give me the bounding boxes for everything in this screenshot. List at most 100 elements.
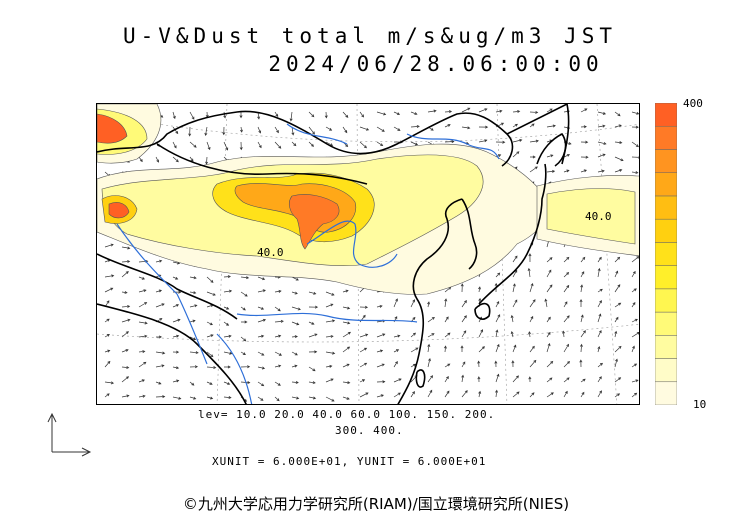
wind-arrow [240,365,251,369]
wind-arrow [274,364,282,368]
dust-level-200-nw [97,113,128,144]
wind-arrow [512,299,518,308]
wind-arrow [104,393,110,398]
wind-arrow [121,271,129,278]
wind-arrow [138,334,148,338]
wind-arrow [206,334,214,338]
wind-arrow [478,108,488,113]
wind-arrow [444,316,449,323]
wind-arrow [631,111,639,115]
wind-arrow [223,141,229,151]
japan-honshu [478,163,547,305]
wind-arrow [257,141,262,149]
wind-arrow [325,319,336,323]
wind-arrow [239,126,243,133]
wind-arrow [376,141,384,146]
wind-arrow [104,287,114,293]
wind-arrow [172,318,181,323]
wind-arrow [614,141,623,145]
wind-arrow [478,329,484,338]
colorbar-swatch [654,218,678,243]
wind-arrow [563,377,570,383]
wind-arrow [342,346,351,353]
wind-arrow [274,306,281,312]
wind-arrow [427,389,433,398]
wind-arrow [257,396,264,401]
wind-arrow [546,269,552,278]
wind-arrow [359,362,368,368]
colorbar-swatch [654,358,678,383]
wind-arrow [239,141,243,151]
wind-arrow [529,315,534,323]
japan-kyushu [474,302,491,320]
wind-arrow [427,375,434,383]
wind-arrow [121,304,131,308]
wind-arrow [274,126,279,134]
wind-arrow [223,351,233,355]
wind-arrow [546,392,554,398]
wind-arrow [444,140,455,144]
wind-arrow [597,267,601,278]
wind-arrow [155,303,165,308]
wind-arrow [477,376,481,383]
wind-arrow [291,335,298,339]
wind-arrow [172,350,180,354]
wind-arrow [529,345,535,353]
wind-arrow [240,336,247,342]
wind-arrow [580,330,586,338]
wind-arrow [308,333,318,338]
wind-arrow [376,304,383,308]
wind-arrow [614,393,621,398]
wind-arrow [206,381,213,385]
wind-arrow [189,304,198,308]
wind-arrow [631,256,639,263]
wind-arrow [614,345,622,353]
wind-arrow [495,343,500,353]
colorbar-swatch [654,195,678,220]
wind-arrow [427,333,435,338]
wind-arrow [410,347,419,353]
wind-arrow [546,169,556,173]
wind-arrow [257,334,265,338]
amur-river [406,133,500,160]
wind-arrow [325,378,334,383]
wind-arrow [529,110,539,114]
wind-arrow [495,329,499,338]
wind-arrow [291,396,300,400]
wind-arrow [546,257,553,263]
wind-arrow [563,284,570,293]
wind-arrow [580,169,588,173]
wind-arrow [121,394,130,398]
wind-arrow [631,155,639,159]
wind-arrow [172,111,176,120]
wind-arrow [393,298,398,308]
yangtze-river [236,312,418,323]
wind-arrow [325,364,333,368]
wind-arrow [529,166,538,173]
wind-arrow [257,289,266,293]
southeast-asia-coast [97,303,247,404]
wind-arrow [478,286,481,293]
wind-arrow [155,351,166,355]
wind-arrow [478,346,485,353]
wind-arrow [172,396,182,400]
wind-arrow [308,126,315,135]
wind-arrow [308,350,318,354]
wind-arrow [597,169,605,173]
wind-arrow [529,282,534,293]
wind-arrow [528,376,532,383]
wind-arrow [563,343,569,353]
wind-arrow [308,366,316,372]
wind-arrow [631,141,639,148]
wind-arrow [324,111,328,119]
wind-arrow [410,125,420,129]
wind-arrow [631,270,636,278]
wind-arrow [614,168,623,173]
wind-arrow [359,111,365,118]
wind-arrow [138,276,146,280]
wind-arrow [189,141,197,148]
wind-arrow [240,351,246,355]
wind-arrow [121,318,131,323]
wind-arrow [189,319,196,323]
wind-arrow [274,334,282,338]
